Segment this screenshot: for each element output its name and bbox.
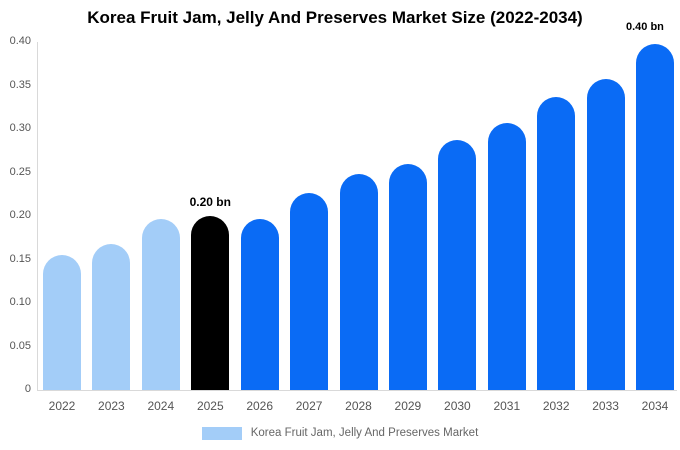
bar-2028 — [339, 174, 378, 390]
legend-label: Korea Fruit Jam, Jelly And Preserves Mar… — [250, 427, 479, 439]
x-axis-line — [37, 390, 677, 391]
y-tick-0.40: 0.40 — [9, 35, 31, 47]
y-tick-0.20: 0.20 — [9, 209, 31, 221]
x-tick-2025: 2025 — [196, 399, 224, 413]
y-axis-line — [37, 42, 38, 390]
final-year-value-label: 0.40 bn — [626, 21, 664, 33]
y-tick-0.25: 0.25 — [9, 166, 31, 178]
bar-2026 — [240, 219, 279, 390]
x-tick-2031: 2031 — [493, 399, 521, 413]
legend-swatch — [201, 426, 242, 440]
x-tick-2034: 2034 — [641, 399, 669, 413]
y-tick-0: 0 — [24, 383, 31, 395]
bar-2023 — [92, 244, 131, 390]
bar-2034 — [636, 44, 674, 390]
y-tick-0.15: 0.15 — [9, 253, 31, 265]
y-tick-0.05: 0.05 — [9, 340, 31, 352]
bar-2033 — [586, 79, 625, 390]
y-tick-0.10: 0.10 — [9, 296, 31, 308]
y-tick-0.35: 0.35 — [9, 79, 31, 91]
x-tick-2024: 2024 — [147, 399, 175, 413]
bar-2032 — [537, 97, 576, 390]
x-tick-2029: 2029 — [394, 399, 422, 413]
bar-2030 — [438, 140, 477, 390]
x-tick-2026: 2026 — [246, 399, 274, 413]
base-year-value-label: 0.20 bn — [189, 195, 231, 209]
x-tick-2030: 2030 — [444, 399, 471, 413]
x-tick-2033: 2033 — [592, 399, 619, 413]
bar-2027 — [290, 193, 329, 390]
y-tick-0.30: 0.30 — [9, 122, 31, 134]
legend: Korea Fruit Jam, Jelly And Preserves Mar… — [0, 425, 680, 441]
bar-2022 — [43, 255, 81, 390]
bar-2025 — [191, 216, 230, 390]
bar-2029 — [388, 164, 427, 390]
chart-title: Korea Fruit Jam, Jelly And Preserves Mar… — [87, 8, 583, 27]
x-tick-2027: 2027 — [295, 399, 323, 413]
x-tick-2032: 2032 — [542, 399, 570, 413]
x-tick-2022: 2022 — [48, 399, 76, 413]
bar-2024 — [141, 219, 180, 390]
bar-2031 — [487, 123, 526, 390]
x-tick-2023: 2023 — [98, 399, 125, 413]
x-tick-2028: 2028 — [345, 399, 372, 413]
